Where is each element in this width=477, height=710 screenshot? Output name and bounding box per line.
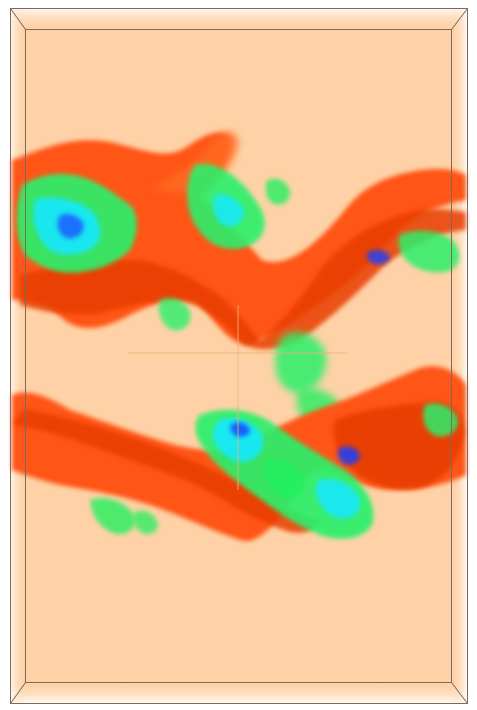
bounding-box-edge-tr: [451, 8, 468, 30]
bounding-box-edge-br: [451, 682, 468, 704]
bounding-box: [10, 8, 468, 704]
bounding-box-outer: [10, 8, 468, 704]
upper-plume: [12, 131, 466, 350]
crosshair: [128, 305, 348, 490]
volume-edge-right: [451, 8, 467, 703]
volume-edge-bottom: [10, 681, 467, 703]
volume-edge-left: [10, 8, 26, 703]
lower-plume: [12, 366, 466, 541]
volume-edge-top: [10, 8, 467, 30]
bounding-box-edge-tl: [10, 8, 26, 30]
bounding-box-edge-bl: [10, 682, 26, 704]
bounding-box-inner: [25, 29, 452, 683]
